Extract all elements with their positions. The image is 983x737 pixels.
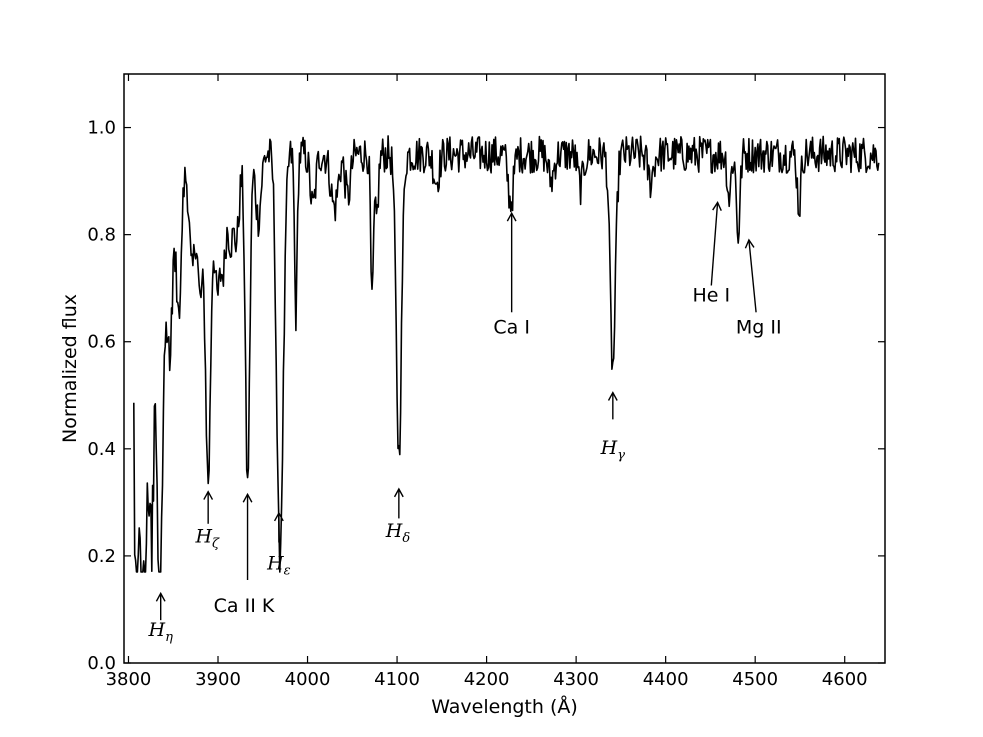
annotation-subscript: γ [617,448,625,463]
annotation-base: H [600,437,618,459]
annotation-label: Hε [266,552,291,578]
annotation-arrow-head [273,511,284,522]
x-tick-label: 4100 [374,669,420,690]
annotation-arrow-head [744,238,755,249]
annotation-label: Hγ [600,437,626,463]
annotation-subscript: ζ [212,537,220,552]
y-tick-label: 0.8 [87,225,116,246]
x-tick-label: 4500 [732,669,778,690]
y-axis-label: Normalized flux [59,294,81,443]
annotation-arrow-head [712,201,722,211]
annotation-base: H [148,619,166,641]
annotation-label: Hη [148,619,174,645]
x-tick-label: 4300 [553,669,599,690]
annotation-subscript: ε [284,563,291,578]
spectrum-line [133,135,880,573]
annotation-arrow-head [242,492,253,503]
y-tick-label: 1.0 [87,118,116,139]
annotation-label: Mg II [736,317,782,339]
annotation-arrow-head [607,391,618,401]
annotation-base: H [385,520,403,542]
y-tick-label: 0.4 [87,439,116,460]
x-tick-label: 4000 [285,669,331,690]
annotation-base: H [266,552,284,574]
x-tick-label: 4600 [822,669,868,690]
plot-frame [123,73,886,664]
annotation-subscript: δ [402,531,410,546]
annotation-arrow-shaft [710,202,719,286]
annotation-subscript: η [165,630,173,645]
annotation-arrow-shaft [748,239,757,313]
annotation-arrow-head [203,490,214,500]
y-tick-label: 0.6 [87,332,116,353]
x-tick-label: 4200 [464,669,510,690]
x-axis-label: Wavelength (Å) [431,695,578,718]
annotation-label: He I [693,285,731,307]
y-tick-label: 0.0 [87,653,116,674]
x-tick-label: 3800 [106,669,152,690]
annotation-label: Hζ [194,526,220,552]
y-tick-label: 0.2 [87,546,116,567]
annotation-arrow-head [393,487,404,498]
x-tick-label: 4400 [643,669,689,690]
annotation-label: Ca II K [214,595,275,617]
plot-area [133,135,880,573]
axis-ticks: 3800 3900 4000 4100 4200 4300 4400 4500 4600 0.0 0… [87,74,885,690]
annotation-arrow-head [506,211,517,222]
annotation-label: Hδ [385,520,411,546]
annotation-base: H [194,526,212,548]
annotation-arrow-head [155,591,166,602]
x-tick-label: 3900 [195,669,241,690]
annotation-label: Ca I [493,317,530,339]
